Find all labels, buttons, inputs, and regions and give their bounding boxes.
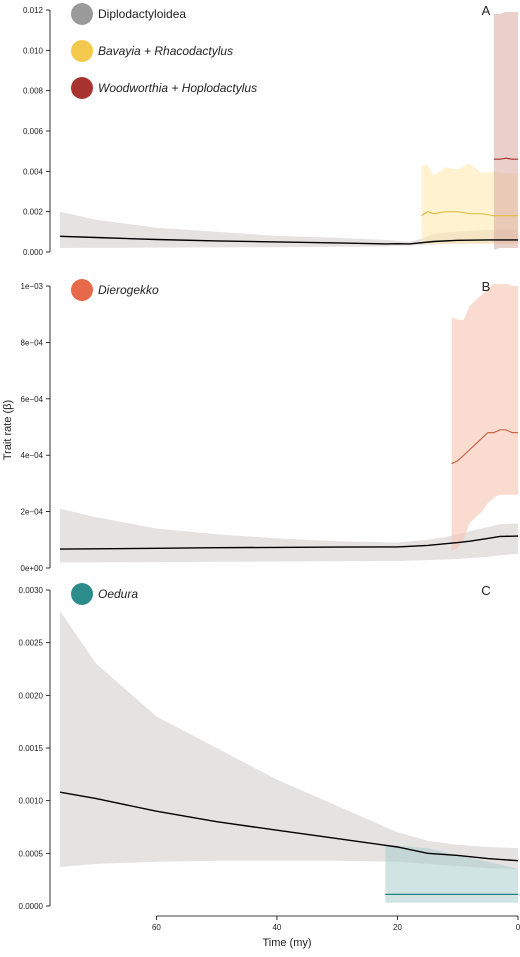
panel-a-series-0-line xyxy=(60,235,518,245)
panel-c-letter: C xyxy=(481,583,490,598)
panel-a-series-2-band xyxy=(493,12,518,250)
panel-c-y-tick-label-4: 0.0020 xyxy=(19,691,44,700)
panel-b-y-tick-label-1: 2e−04 xyxy=(21,508,44,517)
panel-b-legend-label-0: Dierogekko xyxy=(98,283,159,297)
panel-b-letter: B xyxy=(482,279,491,294)
panel-a-series-1-line xyxy=(421,211,518,217)
panel-c-series-0-line xyxy=(60,791,518,862)
x-tick-label-1: 40 xyxy=(272,923,281,932)
panel-c-y-tick-label-2: 0.0010 xyxy=(19,797,44,806)
panel-c-series-1-band xyxy=(385,844,518,903)
panel-c-legend-swatch-0 xyxy=(71,583,93,605)
panel-a-legend-swatch-1 xyxy=(71,40,93,62)
panel-c-y-tick-label-0: 0.0000 xyxy=(19,902,44,911)
panel-c-y-tick-label-1: 0.0005 xyxy=(19,849,44,858)
panel-b-y-tick-label-2: 4e−04 xyxy=(21,451,44,460)
x-axis-title: Time (my) xyxy=(262,937,311,949)
panel-a-y-tick-label-3: 0.006 xyxy=(23,127,44,136)
panel-c: 0.0000 0.0005 0.0010 0.0015 0.0020 0.0025 0.00… xyxy=(19,583,518,911)
panel-a-legend-label-0: Diplodactyloidea xyxy=(98,7,186,21)
panel-a-legend-swatch-2 xyxy=(71,77,93,99)
x-tick-label-0: 60 xyxy=(152,923,161,932)
x-axis: 60 40 20 0 xyxy=(152,915,520,932)
panel-b: 0e+00 2e−04 4e−04 6e−04 8e−04 1e−03 B Dierogekk… xyxy=(21,279,518,573)
panel-c-y-tick-label-5: 0.0025 xyxy=(19,639,44,648)
panel-a-y-tick-label-1: 0.002 xyxy=(23,208,44,217)
panel-a-y-tick-label-0: 0.000 xyxy=(23,248,44,257)
panel-a-series-0-band xyxy=(60,211,518,248)
panel-a-y-tick-label-6: 0.012 xyxy=(23,6,44,15)
panels-layer: 0.000 0.002 0.004 0.006 0.008 0.010 0.012 A Dipl… xyxy=(19,3,520,932)
panel-a-series-2-line xyxy=(493,157,518,160)
panel-b-series-0-band xyxy=(60,508,518,563)
panel-a-letter: A xyxy=(482,3,491,18)
panel-c-legend-label-0: Oedura xyxy=(98,587,138,601)
panel-b-y-tick-label-5: 1e−03 xyxy=(21,282,44,291)
panel-a-y-tick-label-5: 0.010 xyxy=(23,46,44,55)
panel-b-series-1-band xyxy=(451,284,518,552)
panel-a-y-tick-label-4: 0.008 xyxy=(23,87,44,96)
x-tick-label-2: 20 xyxy=(393,923,402,932)
panel-a: 0.000 0.002 0.004 0.006 0.008 0.010 0.012 A Dipl… xyxy=(23,3,518,257)
panel-b-series-1-line xyxy=(451,429,518,465)
panel-b-legend-swatch-0 xyxy=(71,279,93,301)
panel-b-y-tick-label-4: 8e−04 xyxy=(21,338,44,347)
panel-c-y-tick-label-6: 0.0030 xyxy=(19,586,44,595)
panel-c-series-0-band xyxy=(60,611,518,870)
panel-a-y-tick-label-2: 0.004 xyxy=(23,167,44,176)
panel-a-legend-label-2: Woodworthia + Hoplodactylus xyxy=(98,81,257,95)
x-tick-label-3: 0 xyxy=(516,923,520,932)
panel-b-y-tick-label-0: 0e+00 xyxy=(21,564,44,573)
panel-b-series-0-line xyxy=(60,535,518,550)
panel-b-y-tick-label-3: 6e−04 xyxy=(21,395,44,404)
panel-a-legend-swatch-0 xyxy=(71,3,93,25)
y-axis-title: Trait rate (β) xyxy=(2,400,14,460)
panel-c-y-tick-label-3: 0.0015 xyxy=(19,744,44,753)
panel-a-legend-label-1: Bavayia + Rhacodactylus xyxy=(98,44,233,58)
